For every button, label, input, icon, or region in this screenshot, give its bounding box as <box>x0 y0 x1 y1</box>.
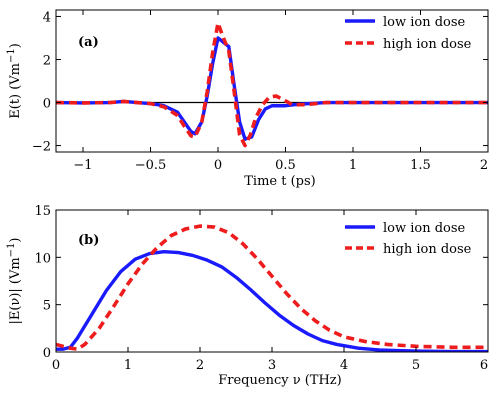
plot-frame <box>55 9 489 153</box>
x-axis-title: Time t (ps) <box>244 174 315 189</box>
x-tick-label: 3 <box>268 358 276 373</box>
x-tick-label: 2 <box>196 358 204 373</box>
x-tick-label: 1 <box>124 358 132 373</box>
y-tick-label: 10 <box>34 251 51 266</box>
x-tick-label: 5 <box>412 358 420 373</box>
y-tick-label: 4 <box>43 10 51 25</box>
x-tick-label: 1.5 <box>410 158 431 173</box>
panel-label: (a) <box>78 35 99 50</box>
panel-a: −1 −0.5 0 0.5 1 1.5 2 −2 0 2 4 Time t (ps) E(t) (Vm−… <box>6 9 489 189</box>
x-tick-label: 4 <box>340 358 348 373</box>
panel-label: (b) <box>78 233 99 248</box>
legend-label-low-ion-dose: low ion dose <box>383 221 466 236</box>
x-tick-label: 6 <box>480 358 488 373</box>
legend-label-high-ion-dose: high ion dose <box>383 37 472 52</box>
y-tick-label: 2 <box>43 53 51 68</box>
x-tick-label: 0 <box>52 358 60 373</box>
legend: low ion dose high ion dose <box>345 221 472 257</box>
series-line-low-ion-dose <box>56 36 488 141</box>
series-line-high-ion-dose <box>56 224 488 351</box>
y-axis-title: |E(ν)| (Vm−1) <box>6 237 23 324</box>
x-tick-label: −1 <box>73 158 92 173</box>
series-line-low-ion-dose <box>56 249 488 352</box>
x-tick-label: 2 <box>480 158 488 173</box>
x-tick-label: −0.5 <box>135 158 167 173</box>
y-tick-label: 0 <box>43 346 51 361</box>
x-axis-title: Frequency ν (THz) <box>218 373 341 388</box>
legend-label-low-ion-dose: low ion dose <box>383 15 466 30</box>
legend-label-high-ion-dose: high ion dose <box>383 242 472 257</box>
x-tick-label: 0.5 <box>275 158 296 173</box>
y-tick-label: 0 <box>43 97 51 112</box>
x-tick-label: 1 <box>349 158 357 173</box>
y-tick-label: −2 <box>32 140 51 155</box>
series-line-high-ion-dose <box>56 21 488 148</box>
x-tick-label: 0 <box>214 158 222 173</box>
y-tick-label: 5 <box>43 299 51 314</box>
legend: low ion dose high ion dose <box>345 15 472 52</box>
y-axis-title: E(t) (Vm−1) <box>6 43 23 119</box>
panel-b: 0 1 2 3 4 5 6 0 5 10 15 Frequency ν (THz) |E(ν)| (Vm… <box>6 204 489 388</box>
y-tick-label: 15 <box>34 204 51 219</box>
